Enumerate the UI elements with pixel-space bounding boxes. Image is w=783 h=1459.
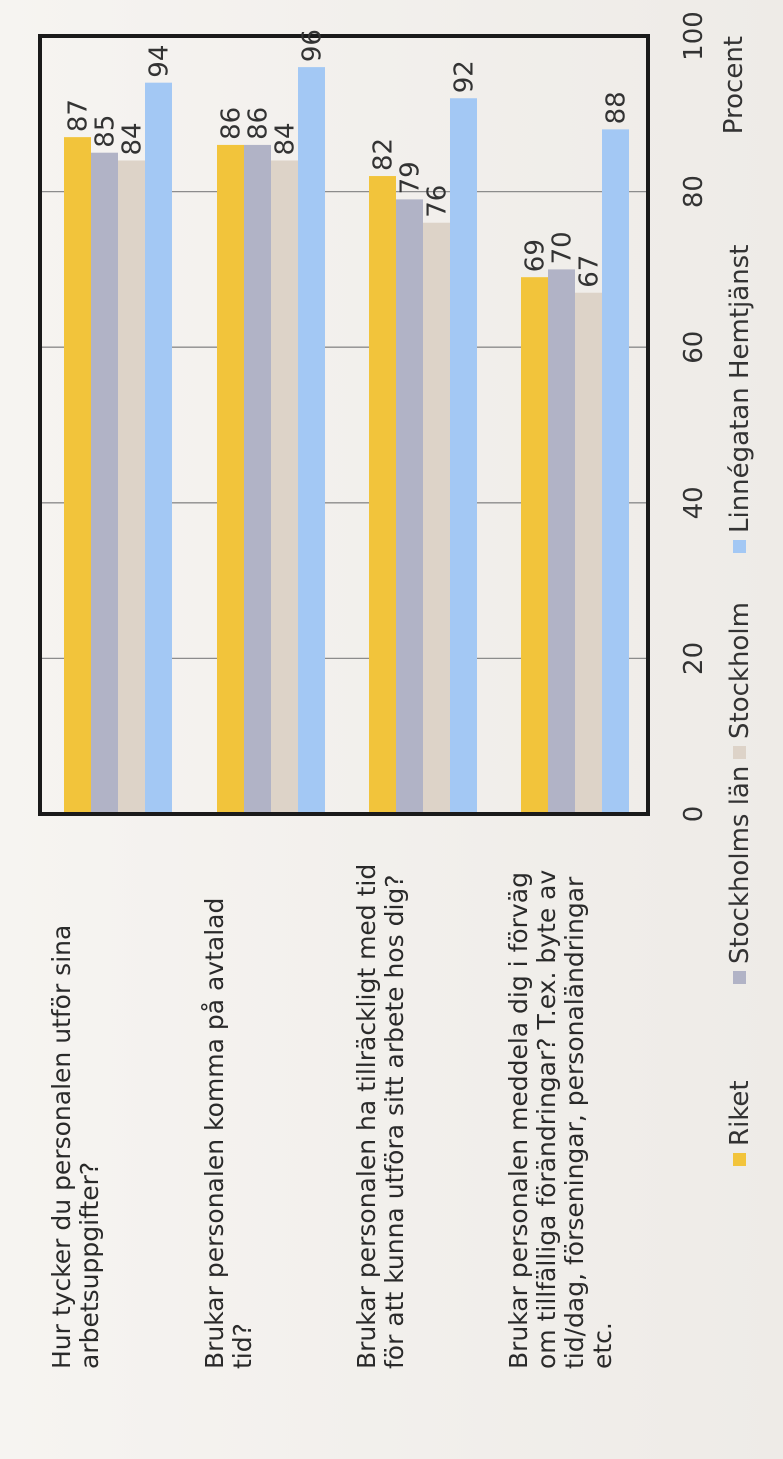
value-label: 76 [423, 185, 453, 218]
value-label: 96 [298, 29, 328, 62]
value-label: 82 [369, 138, 399, 171]
value-label: 88 [602, 91, 632, 124]
tick-label: 80 [679, 175, 709, 208]
x-axis-title: Procent [719, 36, 749, 134]
legend-swatch [733, 746, 746, 759]
legend-label: Linnégatan Hemtjänst [725, 245, 755, 533]
category-label-line: om tillfälliga förändringar? T.ex. byte … [532, 870, 561, 1369]
category-label: Hur tycker du personalen utför sinaarbet… [47, 925, 104, 1369]
bar [423, 222, 450, 814]
category-label-line: Brukar personalen meddela dig i förväg [504, 872, 533, 1369]
bar [217, 144, 244, 814]
legend-swatch [733, 1153, 746, 1166]
bar [548, 269, 575, 814]
value-label: 86 [244, 107, 274, 140]
tick-label: 40 [679, 486, 709, 519]
value-label: 87 [64, 99, 94, 132]
bar [521, 277, 548, 814]
legend-swatch [733, 540, 746, 553]
tick-label: 20 [679, 642, 709, 675]
bar [369, 176, 396, 814]
category-label-line: etc. [588, 1322, 617, 1369]
legend-label: Stockholms län [725, 766, 755, 964]
category-label-line: Brukar personalen ha tillräckligt med ti… [352, 864, 381, 1369]
value-label: 70 [548, 231, 578, 264]
category-label-line: tid? [228, 1323, 257, 1369]
category-label-line: tid/dag, förseningar, personaländringar [560, 876, 589, 1369]
bar [64, 137, 91, 814]
bar [450, 98, 477, 814]
value-label: 84 [271, 122, 301, 155]
bar [244, 144, 271, 814]
category-label-line: för att kunna utföra sitt arbete hos dig… [380, 874, 409, 1369]
value-label: 85 [91, 115, 121, 148]
value-label: 67 [575, 255, 605, 288]
bar [575, 292, 602, 814]
bar [271, 160, 298, 814]
category-label: Brukar personalen komma på avtaladtid? [200, 898, 257, 1369]
plot-frame [38, 34, 650, 816]
value-label: 94 [145, 45, 175, 78]
category-label-line: Brukar personalen komma på avtalad [200, 898, 229, 1369]
category-label: Brukar personalen ha tillräckligt med ti… [352, 864, 409, 1369]
category-label-line: Hur tycker du personalen utför sina [47, 925, 76, 1369]
bar [602, 129, 629, 814]
category-label-line: arbetsuppgifter? [75, 1162, 104, 1369]
tick-label: 0 [679, 806, 709, 823]
bar [298, 67, 325, 814]
tick-label: 100 [679, 11, 709, 61]
value-label: 86 [217, 107, 247, 140]
value-label: 84 [118, 122, 148, 155]
legend-label: Riket [725, 1080, 755, 1146]
bar [118, 160, 145, 814]
value-label: 69 [521, 239, 551, 272]
tick-label: 60 [679, 331, 709, 364]
bar [91, 152, 118, 814]
bar [396, 199, 423, 814]
legend-swatch [733, 971, 746, 984]
legend-label: Stockholm [725, 602, 755, 739]
value-label: 92 [450, 60, 480, 93]
bar [145, 82, 172, 814]
value-label: 79 [396, 161, 426, 194]
category-label: Brukar personalen meddela dig i förvägom… [504, 870, 617, 1369]
